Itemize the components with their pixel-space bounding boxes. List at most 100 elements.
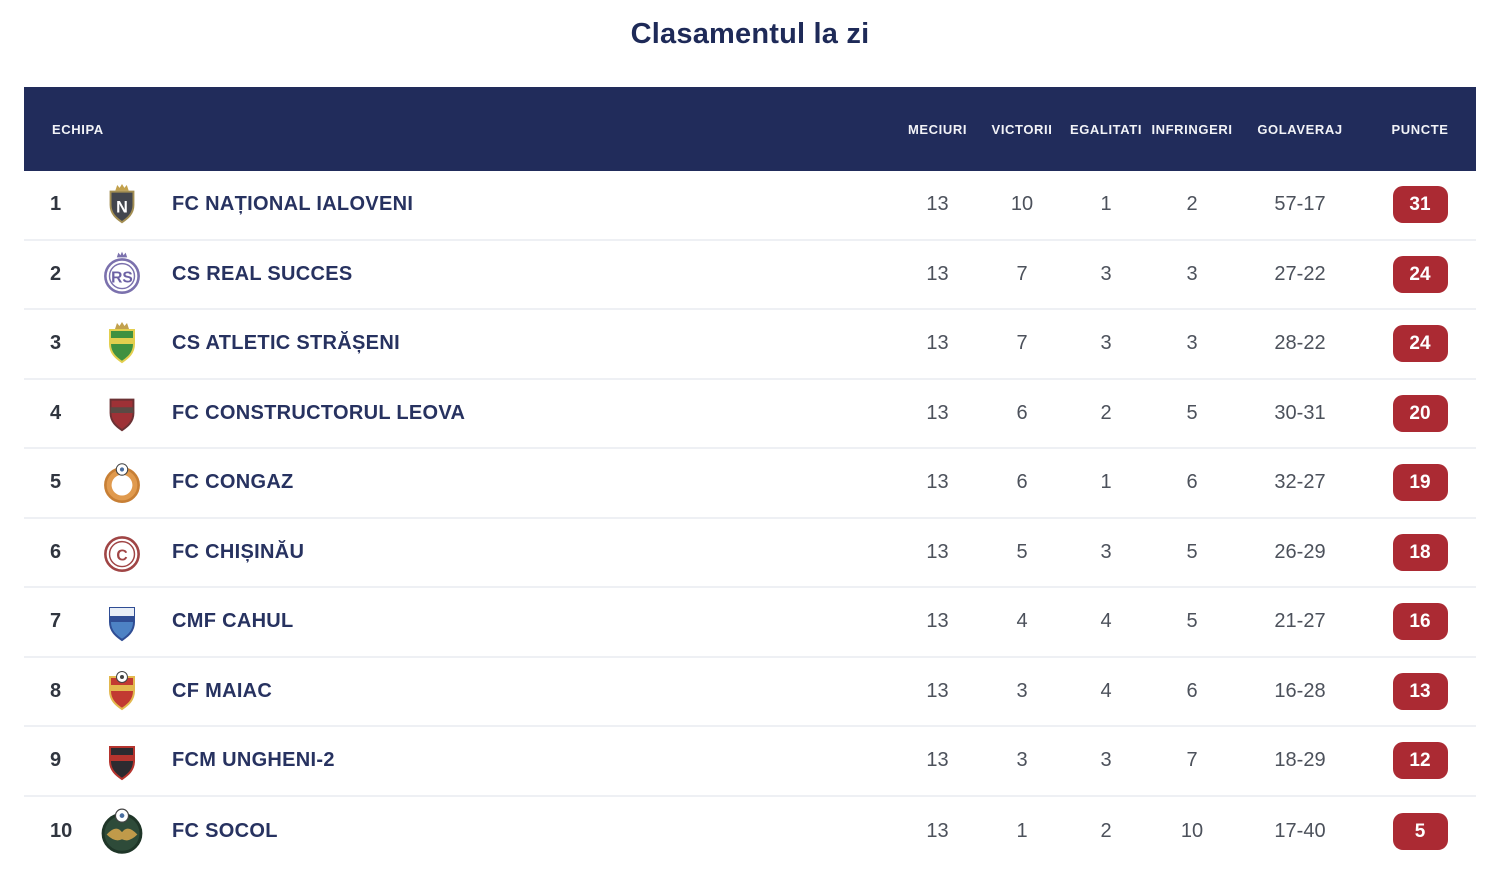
stat-golaveraj: 57-17	[1274, 193, 1326, 216]
stat-egalitati: 1	[1100, 193, 1112, 216]
points-badge: 20	[1392, 394, 1448, 432]
cf-maiac-crest-icon	[96, 666, 148, 716]
rank-number: 2	[50, 262, 62, 285]
team-name[interactable]: FCM UNGHENI-2	[172, 749, 335, 772]
stat-meciuri: 13	[926, 749, 949, 772]
stat-victorii: 10	[1010, 193, 1034, 216]
table-row-5[interactable]: 5 FC CONGAZ 13 6 1 6 32-27 19	[24, 449, 1476, 519]
stat-egalitati: 3	[1100, 262, 1112, 285]
stat-infringeri: 10	[1180, 819, 1204, 842]
table-row-9[interactable]: 9 FCM UNGHENI-2 13 3 3 7 18-29 12	[24, 727, 1476, 797]
stat-meciuri: 13	[926, 819, 949, 842]
stat-meciuri: 13	[926, 540, 949, 563]
stat-infringeri: 7	[1186, 749, 1198, 772]
table-row-2[interactable]: 2 RS CS REAL SUCCES 13 7 3 3 27-22 24	[24, 240, 1476, 310]
stat-egalitati: 4	[1100, 679, 1112, 702]
fc-national-ialoveni-crest-icon: N	[96, 181, 148, 229]
rank-number: 10	[50, 819, 73, 842]
table-row-1[interactable]: 1 N FC NAȚIONAL IALOVENI 13 10 1 2 57-17…	[24, 171, 1476, 241]
stat-victorii: 4	[1016, 610, 1028, 633]
stat-infringeri: 5	[1186, 401, 1198, 424]
rank-number: 5	[50, 471, 62, 494]
points-badge: 5	[1392, 812, 1448, 850]
stat-egalitati: 3	[1100, 332, 1112, 355]
column-header-echipa: ECHIPA	[52, 121, 104, 137]
table-row-8[interactable]: 8 CF MAIAC 13 3 4 6 16-28 13	[24, 657, 1476, 727]
stat-golaveraj: 17-40	[1274, 819, 1326, 842]
stat-golaveraj: 18-29	[1274, 749, 1326, 772]
team-name[interactable]: CMF CAHUL	[172, 610, 294, 633]
team-name[interactable]: CS ATLETIC STRĂȘENI	[172, 332, 400, 355]
points-cell: 24	[1364, 255, 1476, 293]
fc-constructorul-leova-crest-icon	[96, 389, 148, 437]
points-badge: 12	[1392, 742, 1448, 780]
table-header: ECHIPA MECIURI VICTORII EGALITATI INFRIN…	[24, 87, 1476, 171]
team-name[interactable]: FC NAȚIONAL IALOVENI	[172, 193, 414, 216]
stat-infringeri: 3	[1186, 332, 1198, 355]
stat-meciuri: 13	[926, 262, 949, 285]
column-header-puncte: PUNCTE	[1391, 121, 1449, 137]
table-row-6[interactable]: 6 C FC CHIȘINĂU 13 5 3 5 26-29 18	[24, 518, 1476, 588]
stat-meciuri: 13	[926, 401, 949, 424]
cs-real-succes-crest-icon: RS	[96, 248, 148, 300]
team-cell: 10 FC SOCOL	[24, 800, 895, 862]
stat-egalitati: 1	[1100, 471, 1112, 494]
column-header-golaveraj: GOLAVERAJ	[1257, 121, 1343, 137]
team-name[interactable]: FC CONGAZ	[172, 471, 294, 494]
fc-socol-crest-icon	[96, 800, 148, 862]
fc-congaz-crest-icon	[96, 457, 148, 509]
stat-infringeri: 6	[1186, 679, 1198, 702]
stat-golaveraj: 28-22	[1274, 332, 1326, 355]
points-badge: 31	[1392, 186, 1448, 224]
table-row-10[interactable]: 10 FC SOCOL 13 1 2 10 17-40 5	[24, 796, 1476, 866]
points-cell: 19	[1364, 464, 1476, 502]
stat-victorii: 3	[1016, 679, 1028, 702]
table-row-4[interactable]: 4 FC CONSTRUCTORUL LEOVA 13 6 2 5 30-31 …	[24, 379, 1476, 449]
stat-golaveraj: 16-28	[1274, 679, 1326, 702]
points-cell: 24	[1364, 325, 1476, 363]
team-cell: 3 CS ATLETIC STRĂȘENI	[24, 319, 895, 369]
points-badge: 24	[1392, 255, 1448, 293]
team-cell: 8 CF MAIAC	[24, 666, 895, 716]
rank-number: 7	[50, 610, 62, 633]
points-cell: 5	[1364, 812, 1476, 850]
stat-meciuri: 13	[926, 679, 949, 702]
standings-table: ECHIPA MECIURI VICTORII EGALITATI INFRIN…	[24, 87, 1476, 866]
rank-number: 1	[50, 193, 62, 216]
points-cell: 20	[1364, 394, 1476, 432]
stat-victorii: 3	[1016, 749, 1028, 772]
points-cell: 16	[1364, 603, 1476, 641]
stat-victorii: 5	[1016, 540, 1028, 563]
team-name[interactable]: FC SOCOL	[172, 819, 278, 842]
stat-meciuri: 13	[926, 610, 949, 633]
cs-atletic-straseni-crest-icon	[96, 319, 148, 369]
points-cell: 12	[1364, 742, 1476, 780]
team-cell: 5 FC CONGAZ	[24, 457, 895, 509]
points-badge: 16	[1392, 603, 1448, 641]
stat-victorii: 7	[1016, 332, 1028, 355]
table-row-7[interactable]: 7 CMF CAHUL 13 4 4 5 21-27 16	[24, 588, 1476, 658]
table-row-3[interactable]: 3 CS ATLETIC STRĂȘENI 13 7 3 3 28-22 24	[24, 310, 1476, 380]
team-cell: 7 CMF CAHUL	[24, 597, 895, 647]
rank-number: 6	[50, 540, 62, 563]
stat-infringeri: 3	[1186, 262, 1198, 285]
team-name[interactable]: FC CONSTRUCTORUL LEOVA	[172, 401, 466, 424]
stat-egalitati: 2	[1100, 401, 1112, 424]
svg-text:N: N	[116, 198, 128, 216]
column-header-victorii: VICTORII	[991, 121, 1053, 137]
points-badge: 13	[1392, 672, 1448, 710]
stat-meciuri: 13	[926, 193, 949, 216]
rank-number: 4	[50, 401, 62, 424]
stat-victorii: 6	[1016, 401, 1028, 424]
stat-meciuri: 13	[926, 332, 949, 355]
rank-number: 3	[50, 332, 62, 355]
stat-golaveraj: 32-27	[1274, 471, 1326, 494]
stat-infringeri: 5	[1186, 540, 1198, 563]
stat-infringeri: 5	[1186, 610, 1198, 633]
stat-golaveraj: 26-29	[1274, 540, 1326, 563]
team-name[interactable]: CF MAIAC	[172, 679, 273, 702]
svg-text:RS: RS	[111, 270, 133, 287]
points-badge: 19	[1392, 464, 1448, 502]
team-name[interactable]: FC CHIȘINĂU	[172, 540, 305, 563]
team-name[interactable]: CS REAL SUCCES	[172, 262, 353, 285]
